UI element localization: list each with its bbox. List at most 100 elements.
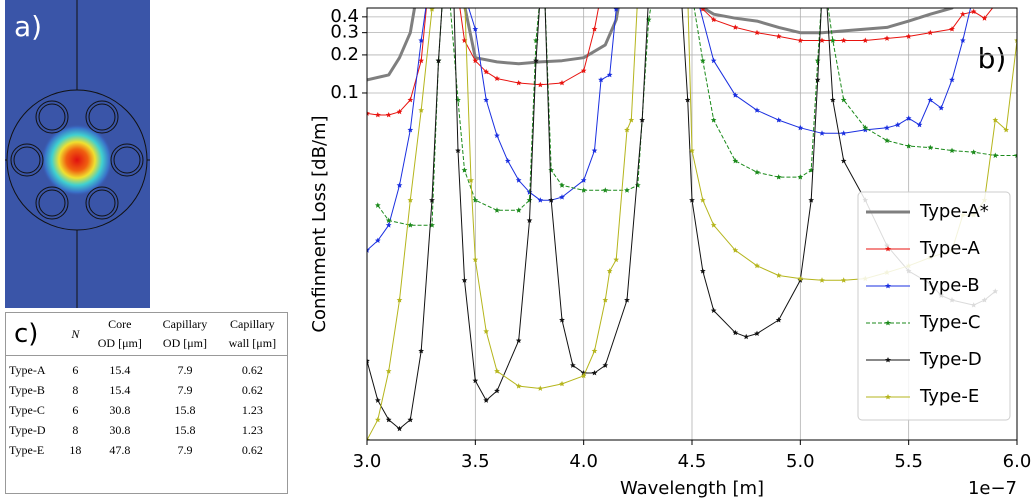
point-marker <box>385 222 392 228</box>
point-marker <box>375 416 381 423</box>
point-marker <box>613 256 619 263</box>
x-axis-label: Wavelength [m] <box>620 478 764 499</box>
table-cell: 0.62 <box>241 382 263 397</box>
point-marker <box>375 202 381 208</box>
point-marker <box>606 268 613 274</box>
column-header: Capillary wall [μm] <box>217 313 287 356</box>
point-marker <box>710 222 717 228</box>
point-marker <box>797 124 804 131</box>
legend-marker <box>885 357 891 363</box>
point-marker <box>548 197 554 203</box>
point-marker <box>927 97 934 103</box>
point-marker <box>819 37 825 43</box>
point-marker <box>840 97 847 103</box>
table-cell: 1.23 <box>241 422 263 437</box>
point-marker <box>472 26 479 32</box>
table-row: Type-C 6 30.8 15.8 1.23 <box>6 400 287 420</box>
point-marker <box>639 117 645 123</box>
point-marker <box>483 68 489 75</box>
point-marker <box>754 29 760 36</box>
point-marker <box>862 37 869 43</box>
point-marker <box>494 207 500 213</box>
point-marker <box>689 147 695 153</box>
table-cell: 30.8 <box>109 402 131 417</box>
point-marker <box>981 15 988 21</box>
point-marker <box>743 333 749 340</box>
point-marker <box>754 107 760 113</box>
point-marker <box>700 268 706 274</box>
panel-b: b) Wavelength [m] 1e−7 Confinment Loss [… <box>309 2 1031 499</box>
series-line <box>367 8 954 82</box>
point-marker <box>884 35 890 41</box>
y-axis-label: Confinment Loss [dB/m] <box>309 115 330 332</box>
table-cell: 15.4 <box>109 382 131 397</box>
point-marker <box>700 57 706 64</box>
point-marker <box>472 57 479 64</box>
point-marker <box>580 370 587 376</box>
point-marker <box>483 97 489 103</box>
table-cell: 30.8 <box>109 422 131 437</box>
legend-label: Type-C <box>919 312 980 333</box>
y-tick-label: 0.2 <box>330 44 359 65</box>
point-marker <box>754 330 760 336</box>
x-tick-label: 4.5 <box>678 451 707 472</box>
y-tick-label: 0.4 <box>330 6 359 27</box>
column-header: Core OD [μm] <box>87 313 153 356</box>
point-marker <box>960 11 966 17</box>
x-tick-label: 5.5 <box>894 451 923 472</box>
point-marker <box>367 437 370 440</box>
point-marker <box>916 121 923 128</box>
point-marker <box>591 26 598 32</box>
point-marker <box>624 187 630 193</box>
point-marker <box>628 117 635 123</box>
point-marker <box>1003 126 1009 133</box>
point-marker <box>580 67 587 74</box>
column-header: N <box>63 313 88 356</box>
point-marker <box>559 380 565 387</box>
point-marker <box>689 197 695 203</box>
point-marker <box>591 370 598 376</box>
point-marker <box>418 57 424 64</box>
panel-c: c) N Core OD [μm] Capillary OD [μm] Capillary w… <box>5 312 288 494</box>
legend-label: Type-D <box>919 349 982 370</box>
table-cell: Type-D <box>9 422 46 437</box>
point-marker <box>993 2 999 7</box>
point-marker <box>700 8 706 12</box>
point-marker <box>602 362 609 368</box>
point-marker <box>775 33 782 39</box>
header-line: OD [μm] <box>97 336 142 350</box>
point-marker <box>455 147 461 153</box>
point-marker <box>884 137 890 143</box>
table-cell: Type-A <box>9 362 46 377</box>
point-marker <box>602 297 609 303</box>
point-marker <box>418 37 424 43</box>
table-cell: 1.23 <box>241 402 263 417</box>
point-marker <box>407 222 414 228</box>
point-marker <box>461 277 468 283</box>
legend-label: Type-E <box>919 386 979 407</box>
legend-marker <box>885 283 891 289</box>
point-marker <box>840 37 847 43</box>
point-marker <box>533 57 539 64</box>
point-marker <box>537 81 544 88</box>
parameter-table: c) N Core OD [μm] Capillary OD [μm] Capillary w… <box>6 313 287 460</box>
table-cell: 0.62 <box>241 362 263 377</box>
point-marker <box>515 177 522 183</box>
point-marker <box>559 194 565 200</box>
point-marker <box>483 328 489 334</box>
point-marker <box>905 115 912 121</box>
point-marker <box>385 217 392 223</box>
point-marker <box>483 397 489 403</box>
table-cell: 8 <box>72 382 79 397</box>
point-marker <box>700 197 706 203</box>
point-marker <box>606 71 613 78</box>
point-marker <box>895 121 901 128</box>
point-marker <box>905 143 912 149</box>
table-row: Type-B 8 15.4 7.9 0.62 <box>6 380 287 400</box>
point-marker <box>367 357 370 364</box>
point-marker <box>949 147 955 153</box>
point-marker <box>591 147 598 153</box>
x-tick-label: 3.5 <box>461 451 490 472</box>
